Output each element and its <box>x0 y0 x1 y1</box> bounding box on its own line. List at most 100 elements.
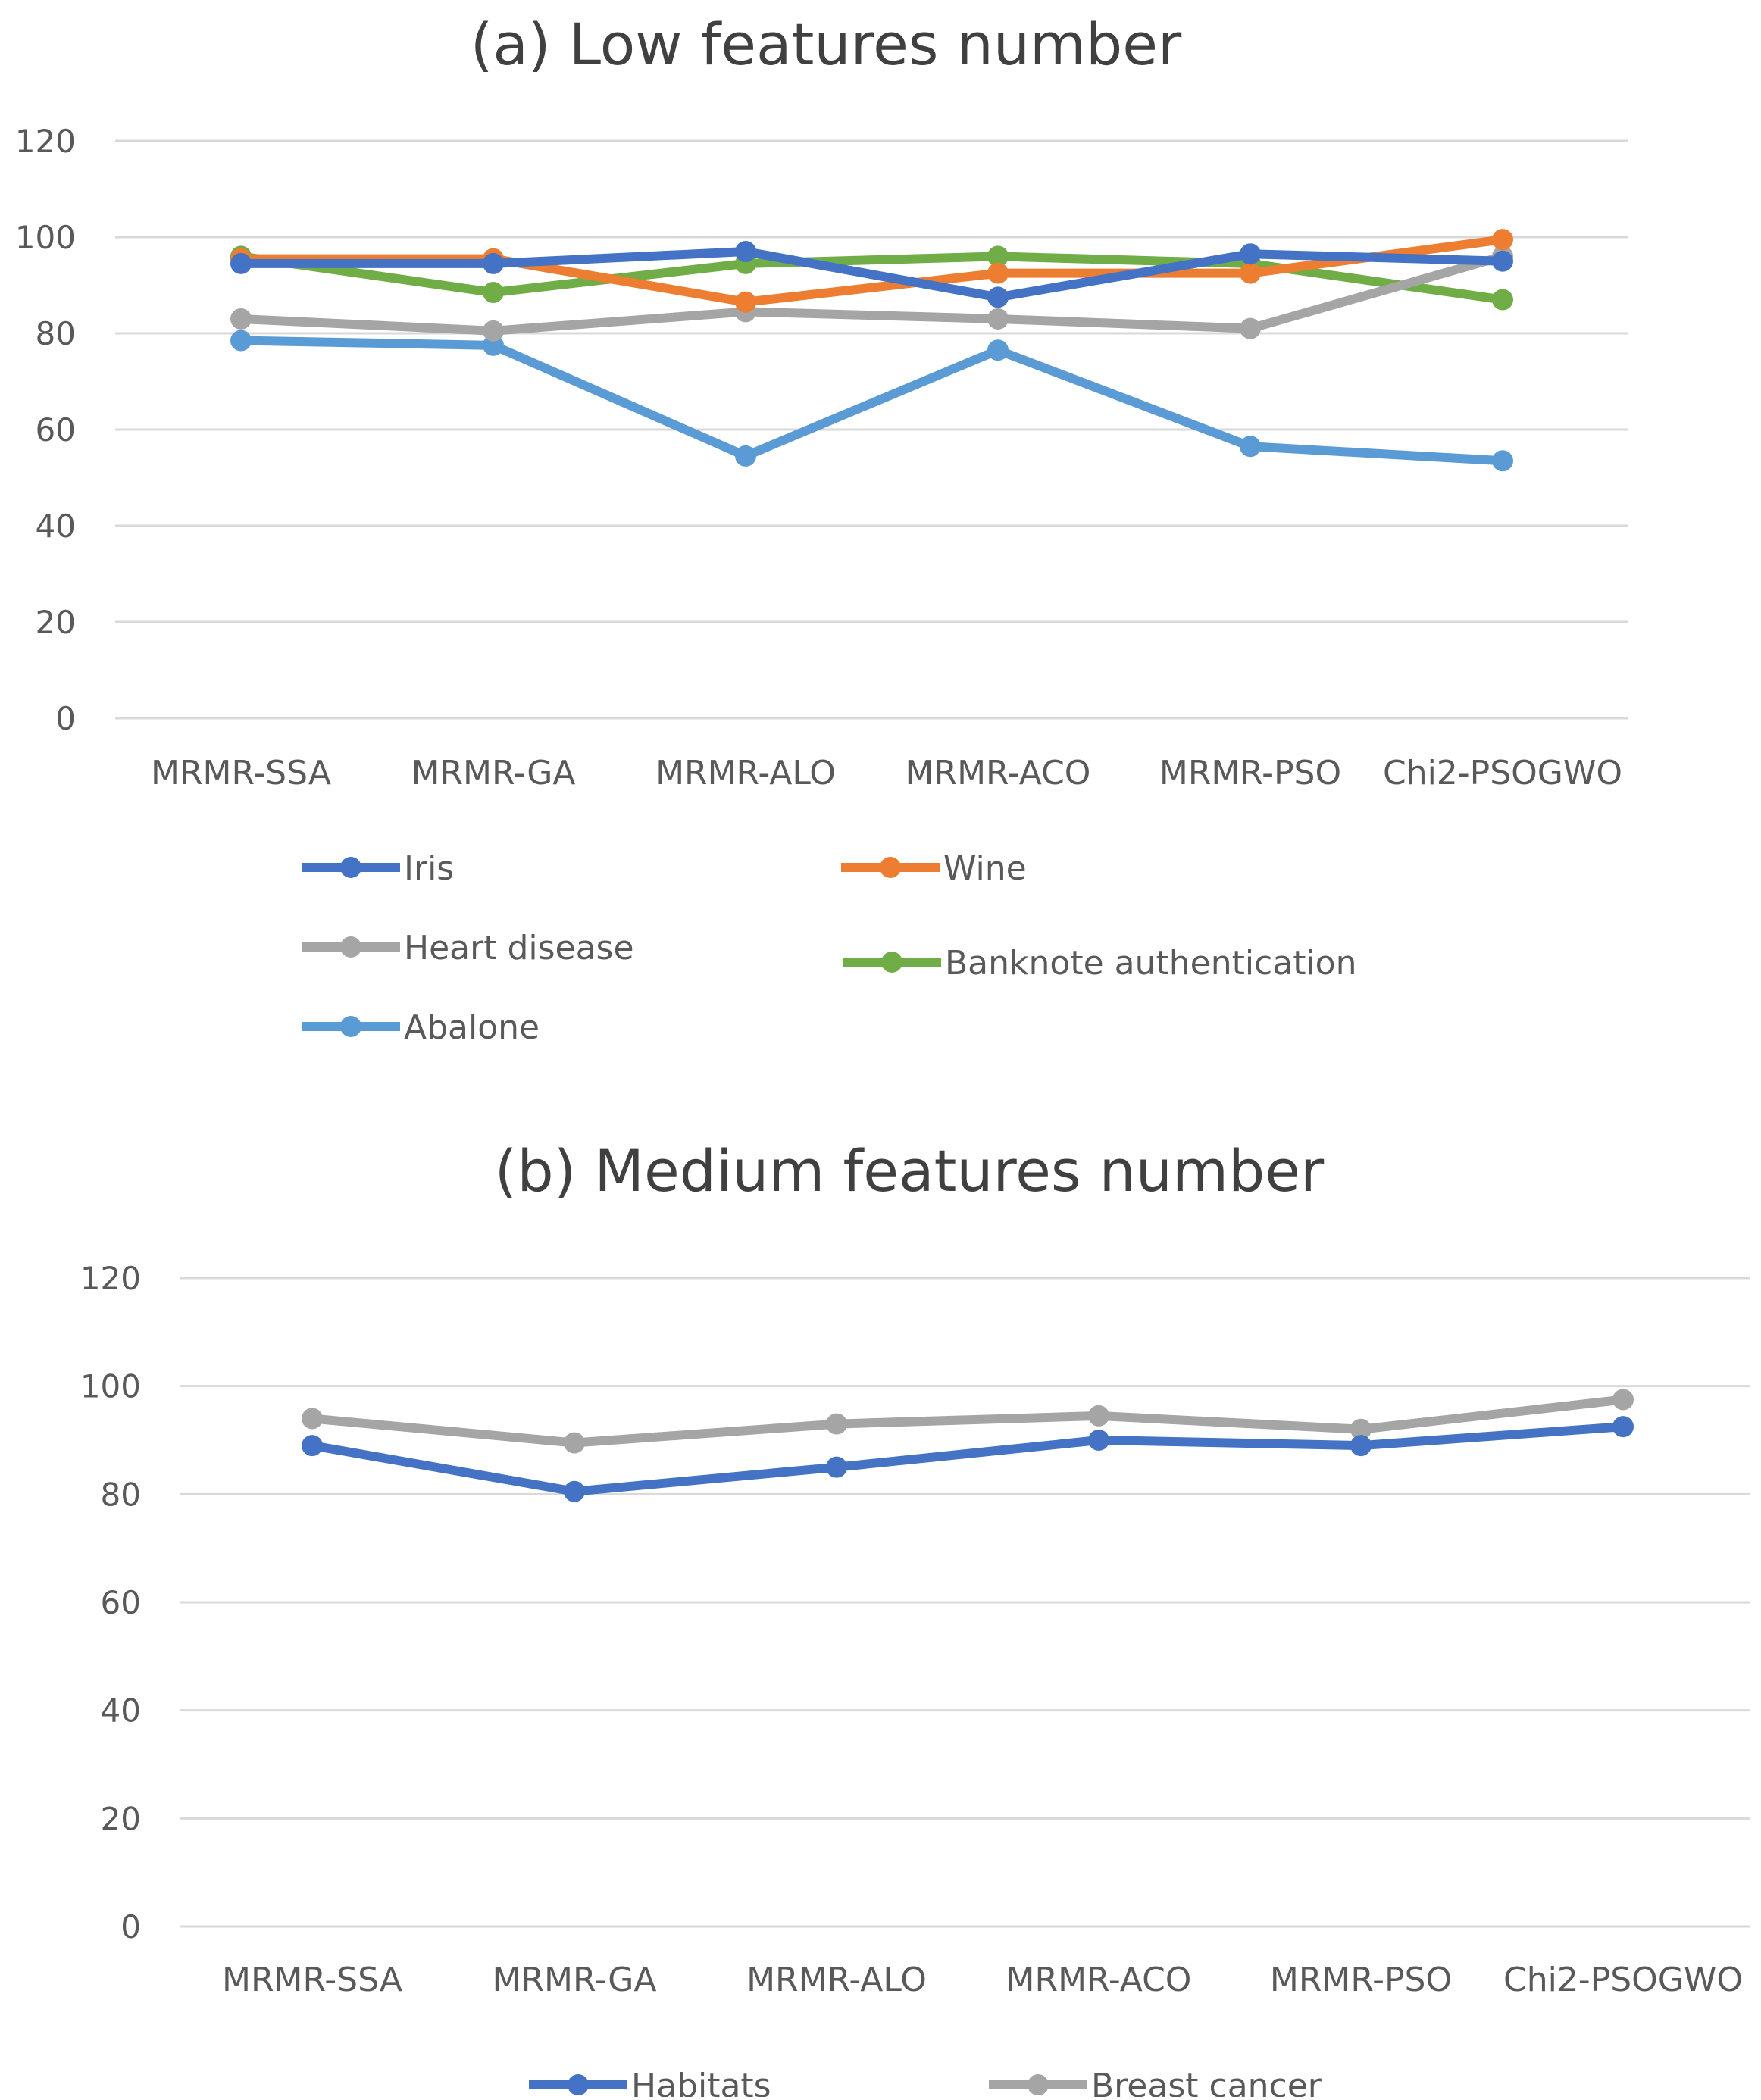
chart-title: (a) Low features number <box>471 11 1182 78</box>
x-tick-label: MRMR-ACO <box>906 754 1091 792</box>
series-lines <box>302 1389 1634 1502</box>
gridlines <box>115 139 1628 720</box>
x-tick-label: Chi2-PSOGWO <box>1383 754 1622 792</box>
data-point <box>735 241 756 263</box>
legend-marker <box>340 936 361 958</box>
data-point <box>483 252 504 274</box>
y-tick-label: 80 <box>101 1476 141 1513</box>
legend-item: Iris <box>302 849 454 888</box>
legend-label: Abalone <box>404 1008 540 1047</box>
y-tick-label: 100 <box>15 219 76 256</box>
data-point <box>987 339 1009 361</box>
legend-label: Heart disease <box>404 929 634 967</box>
y-tick-label: 20 <box>101 1800 141 1837</box>
data-point <box>564 1432 585 1454</box>
data-point <box>826 1413 847 1435</box>
x-tick-label: MRMR-SSA <box>151 754 331 792</box>
x-tick-label: MRMR-ALO <box>746 1961 927 1999</box>
data-point <box>1350 1418 1372 1440</box>
data-point <box>302 1408 323 1430</box>
chart-title: (b) Medium features number <box>495 1137 1325 1205</box>
data-point <box>735 291 756 313</box>
legend-label: Iris <box>404 849 454 888</box>
data-point <box>1492 250 1513 272</box>
x-axis-ticks: MRMR-SSA MRMR-GA MRMR-ALO MRMR-ACO MRMR-PSO C… <box>222 1961 1743 1999</box>
x-tick-label: MRMR-ACO <box>1006 1961 1192 1999</box>
data-point <box>1240 436 1261 458</box>
data-point <box>987 245 1009 267</box>
y-tick-label: 120 <box>15 123 76 160</box>
data-point <box>826 1456 847 1478</box>
legend-marker <box>881 952 902 973</box>
series-line <box>236 247 1507 302</box>
y-tick-label: 40 <box>101 1692 141 1730</box>
x-tick-label: MRMR-PSO <box>1159 754 1341 792</box>
legend-marker <box>340 857 361 878</box>
x-tick-label: MRMR-GA <box>493 1961 657 1999</box>
series-habitats <box>302 1416 1634 1502</box>
x-tick-label: MRMR-SSA <box>222 1961 402 1999</box>
x-tick-label: MRMR-PSO <box>1270 1961 1452 1999</box>
legend: Habitats Breast cancer <box>529 2067 1322 2100</box>
data-point <box>1240 262 1261 284</box>
legend-marker <box>880 857 901 878</box>
x-tick-label: MRMR-GA <box>411 754 576 792</box>
series-line <box>236 336 1507 466</box>
series-line <box>308 1422 1628 1496</box>
data-point <box>483 282 504 304</box>
legend-item: Wine <box>841 849 1027 888</box>
legend-item: Breast cancer <box>989 2067 1322 2100</box>
data-point <box>230 252 252 274</box>
legend-item: Banknote authentication <box>843 944 1357 983</box>
legend-item: Abalone <box>302 1008 540 1047</box>
legend-marker <box>568 2074 589 2095</box>
legend-marker <box>1028 2074 1049 2095</box>
data-point <box>1088 1405 1109 1427</box>
data-point <box>1088 1430 1109 1451</box>
series-line <box>308 1395 1628 1448</box>
y-tick-label: 40 <box>36 508 76 545</box>
x-tick-label: MRMR-ALO <box>655 754 836 792</box>
data-point <box>987 308 1009 330</box>
legend-marker <box>340 1016 361 1037</box>
legend-label: Breast cancer <box>1091 2067 1322 2097</box>
series-line <box>236 235 1507 307</box>
y-axis-ticks: 0 20 40 60 80 100 120 <box>80 1260 141 1945</box>
y-tick-label: 0 <box>120 1908 141 1945</box>
data-point <box>1612 1389 1634 1411</box>
gridlines <box>180 1277 1750 1928</box>
y-tick-label: 20 <box>36 604 76 641</box>
y-tick-label: 0 <box>55 700 76 737</box>
data-point <box>987 262 1009 284</box>
series-line <box>236 252 1507 336</box>
data-point <box>230 308 252 330</box>
y-axis-ticks: 0 20 40 60 80 100 120 <box>15 123 76 737</box>
x-axis-ticks: MRMR-SSA MRMR-GA MRMR-ALO MRMR-ACO MRMR-PSO C… <box>151 754 1622 792</box>
y-tick-label: 100 <box>80 1368 141 1405</box>
chart-medium-features: (b) Medium features number 0 20 40 60 80 100 1… <box>80 1137 1750 2100</box>
series-iris <box>230 241 1513 308</box>
legend-item: Heart disease <box>302 929 634 967</box>
data-point <box>987 286 1009 308</box>
y-tick-label: 80 <box>36 315 76 352</box>
data-point <box>1492 450 1513 472</box>
y-tick-label: 60 <box>36 411 76 448</box>
data-point <box>1240 243 1261 265</box>
legend-label: Banknote authentication <box>945 944 1357 983</box>
legend: Iris Wine Heart disease Banknote authentica… <box>302 849 1357 1047</box>
chart-low-features: (a) Low features number 020406080100120 … <box>15 11 1628 1047</box>
series-breast-cancer <box>302 1389 1634 1454</box>
data-point <box>1612 1416 1634 1438</box>
data-point <box>1492 289 1513 311</box>
data-point <box>483 320 504 342</box>
series-abalone <box>230 330 1513 472</box>
data-point <box>230 330 252 352</box>
data-point <box>735 445 756 467</box>
legend-label: Wine <box>943 849 1027 888</box>
y-tick-label: 120 <box>80 1260 141 1297</box>
data-point <box>1240 317 1261 339</box>
data-point <box>1350 1435 1372 1457</box>
legend-label: Habitats <box>631 2067 771 2097</box>
